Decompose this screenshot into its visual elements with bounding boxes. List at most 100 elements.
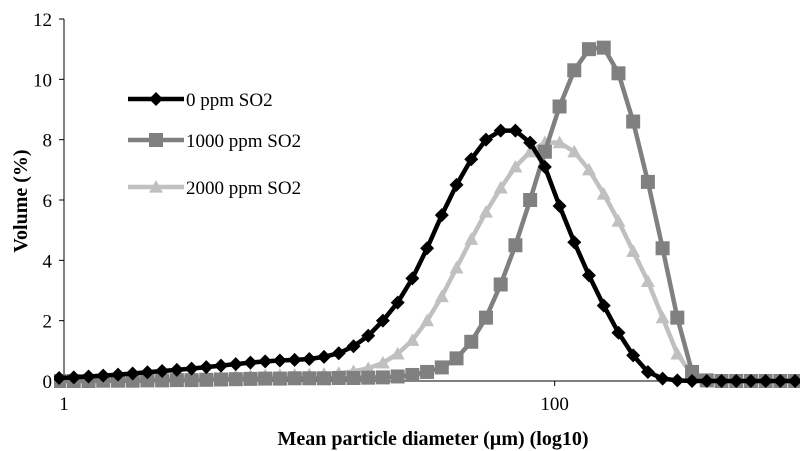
legend-marker: [149, 92, 163, 106]
data-point: [567, 235, 582, 250]
data-point: [552, 99, 567, 114]
data-point: [640, 174, 655, 189]
data-point: [611, 66, 626, 81]
series-line: [54, 140, 796, 384]
data-point: [699, 374, 714, 388]
legend-label: 0 ppm SO2: [186, 90, 273, 111]
data-point: [552, 135, 567, 149]
data-point: [449, 177, 464, 192]
data-point: [214, 372, 229, 387]
data-point: [523, 135, 538, 150]
data-point: [464, 334, 479, 349]
series-1000-ppm-so2: [54, 40, 800, 388]
data-point: [464, 152, 479, 167]
data-point: [258, 371, 273, 386]
data-point: [493, 123, 508, 138]
y-tick-label: 6: [43, 191, 53, 212]
data-point: [478, 310, 493, 325]
data-point: [670, 310, 685, 325]
data-point: [523, 144, 538, 158]
data-point: [346, 370, 361, 385]
data-point: [581, 42, 596, 57]
data-point: [346, 339, 361, 354]
x-tick-label: 1: [59, 394, 69, 415]
data-point: [508, 123, 523, 138]
data-point: [155, 364, 170, 379]
data-point: [464, 232, 479, 245]
legend-label: 1000 ppm SO2: [186, 131, 301, 152]
x-tick-label: 100: [540, 394, 569, 415]
y-tick-label: 4: [43, 251, 53, 272]
data-point: [331, 370, 346, 385]
data-point: [596, 298, 611, 313]
data-point: [655, 241, 670, 256]
data-point: [788, 374, 800, 388]
data-point: [214, 358, 229, 373]
data-point: [405, 333, 420, 346]
data-point: [581, 162, 596, 176]
data-point: [773, 374, 788, 388]
data-point: [361, 370, 376, 385]
data-point: [125, 366, 140, 381]
data-point: [375, 370, 390, 385]
data-point: [743, 374, 758, 388]
legend-marker: [149, 180, 163, 193]
data-point: [405, 271, 420, 286]
data-point: [655, 310, 670, 324]
data-point: [626, 114, 641, 129]
data-point: [390, 295, 405, 310]
data-point: [567, 144, 582, 158]
data-point: [655, 371, 670, 386]
data-point: [184, 361, 199, 376]
data-point: [228, 357, 243, 372]
data-point: [390, 369, 405, 384]
data-point: [420, 241, 435, 256]
data-point: [537, 144, 552, 159]
data-point: [140, 365, 155, 380]
data-point: [317, 349, 332, 364]
data-point: [626, 244, 641, 257]
data-point: [243, 355, 258, 370]
y-tick-label: 10: [33, 70, 52, 91]
data-point: [420, 313, 435, 327]
data-point: [155, 373, 170, 388]
data-point: [626, 348, 641, 363]
data-point: [758, 374, 773, 388]
data-point: [184, 373, 199, 388]
data-point: [714, 374, 729, 388]
legend-marker: [149, 133, 163, 147]
data-point: [670, 346, 685, 360]
data-point: [272, 371, 287, 386]
data-point: [125, 373, 140, 388]
legend: 0 ppm SO2 1000 ppm SO2 2000 ppm SO2: [128, 90, 301, 199]
data-point: [596, 40, 611, 55]
data-point: [331, 346, 346, 361]
data-point: [81, 369, 96, 384]
data-point: [670, 373, 685, 388]
data-point: [287, 352, 302, 367]
data-point: [243, 371, 258, 386]
data-point: [140, 373, 155, 388]
series-2000-ppm-so2: [54, 135, 800, 387]
data-point: [611, 325, 626, 340]
data-point: [685, 374, 700, 388]
data-point: [537, 159, 552, 174]
data-point: [317, 371, 332, 386]
data-point: [685, 364, 700, 379]
data-point: [302, 351, 317, 366]
data-point: [199, 360, 214, 375]
data-point: [567, 63, 582, 78]
data-point: [611, 214, 626, 227]
y-tick-label: 0: [43, 372, 53, 393]
data-point: [581, 268, 596, 283]
data-point: [449, 260, 464, 274]
x-axis-title: Mean particle diameter (µm) (log10): [277, 428, 588, 450]
data-point: [169, 362, 184, 377]
legend-label: 2000 ppm SO2: [186, 178, 301, 199]
data-point: [405, 367, 420, 382]
data-point: [523, 193, 538, 207]
data-point: [434, 360, 449, 375]
y-axis-title: Volume (%): [10, 149, 32, 252]
data-point: [390, 346, 405, 360]
